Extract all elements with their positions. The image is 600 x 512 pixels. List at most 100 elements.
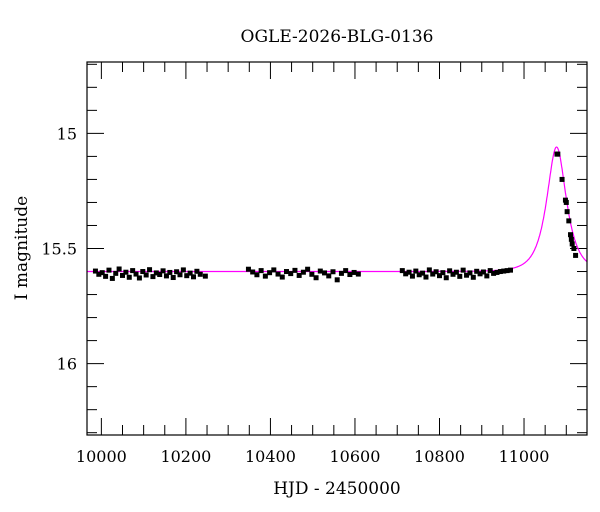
data-point xyxy=(507,267,513,273)
data-points xyxy=(92,151,579,283)
data-point xyxy=(245,266,251,272)
data-point xyxy=(254,272,260,278)
data-point xyxy=(347,272,353,278)
data-point xyxy=(283,269,289,275)
x-tick-label: 10400 xyxy=(245,447,296,466)
data-point xyxy=(573,252,579,258)
data-point xyxy=(103,273,109,279)
data-point xyxy=(453,269,459,275)
data-point xyxy=(202,273,208,279)
data-point xyxy=(197,271,203,277)
data-point xyxy=(420,270,426,276)
data-point xyxy=(187,270,193,276)
data-point xyxy=(157,272,163,278)
y-tick-label: 15 xyxy=(57,124,77,143)
data-point xyxy=(147,267,153,273)
data-point xyxy=(309,271,315,277)
data-point xyxy=(423,274,429,280)
data-point xyxy=(559,176,565,182)
data-point xyxy=(430,271,436,277)
data-point xyxy=(403,271,409,277)
data-point xyxy=(317,268,323,274)
model-curve-group xyxy=(87,146,588,273)
data-point xyxy=(447,268,453,274)
data-point xyxy=(477,271,483,277)
data-point xyxy=(140,269,146,275)
data-point xyxy=(106,267,112,273)
data-point xyxy=(292,267,298,273)
data-point xyxy=(267,270,273,276)
data-point xyxy=(409,273,415,279)
data-point xyxy=(136,275,142,281)
data-point xyxy=(433,269,439,275)
data-point xyxy=(555,151,561,157)
data-point xyxy=(143,272,149,278)
data-point xyxy=(96,271,102,277)
data-point xyxy=(288,271,294,277)
data-point xyxy=(184,273,190,279)
data-point xyxy=(501,268,507,274)
x-tick-label: 10800 xyxy=(414,447,465,466)
data-point xyxy=(177,272,183,278)
data-point xyxy=(440,270,446,276)
data-point xyxy=(275,271,281,277)
data-point xyxy=(413,268,419,274)
data-point xyxy=(194,268,200,274)
data-point xyxy=(296,272,302,278)
data-point xyxy=(258,268,264,274)
data-point xyxy=(92,268,98,274)
data-point xyxy=(426,267,432,273)
data-point xyxy=(470,274,476,280)
data-point xyxy=(569,241,575,247)
data-point xyxy=(271,267,277,273)
data-point xyxy=(120,272,126,278)
y-axis-label: I magnitude xyxy=(12,196,32,300)
data-point xyxy=(497,269,503,275)
data-point xyxy=(305,266,311,272)
data-point xyxy=(406,269,412,275)
axis-ticks: 10000 10200 10400 10600 10800 11000 15 15.5 16 xyxy=(41,62,587,466)
data-point xyxy=(126,274,132,280)
data-point xyxy=(443,275,449,281)
data-point xyxy=(487,268,493,274)
data-point xyxy=(322,270,328,276)
data-point xyxy=(150,274,156,280)
data-point xyxy=(113,270,119,276)
data-point xyxy=(566,218,572,224)
x-tick-label: 10000 xyxy=(76,447,127,466)
data-point xyxy=(568,236,574,242)
data-point xyxy=(460,267,466,273)
data-point xyxy=(563,199,569,205)
data-point xyxy=(163,273,169,279)
data-point xyxy=(564,209,570,215)
data-point xyxy=(450,271,456,277)
data-point xyxy=(326,273,332,279)
data-point xyxy=(191,274,197,280)
y-tick-label: 15.5 xyxy=(41,240,77,259)
data-point xyxy=(464,272,470,278)
x-tick-label: 10600 xyxy=(330,447,381,466)
data-point xyxy=(474,268,480,274)
data-point xyxy=(351,269,357,275)
data-point xyxy=(480,269,486,275)
chart-title: OGLE-2026-BLG-0136 xyxy=(241,27,434,47)
data-point xyxy=(494,269,500,275)
data-point xyxy=(457,273,463,279)
data-point xyxy=(180,267,186,273)
model-curve xyxy=(87,146,588,273)
data-point xyxy=(484,273,490,279)
data-point xyxy=(504,268,510,274)
y-tick-label: 16 xyxy=(57,355,77,374)
data-point xyxy=(167,269,173,275)
data-point xyxy=(334,277,340,283)
plot-frame xyxy=(86,61,588,436)
x-tick-label: 11000 xyxy=(499,447,550,466)
data-point xyxy=(355,271,361,277)
x-tick-label: 10200 xyxy=(160,447,211,466)
data-point xyxy=(130,268,136,274)
x-axis-label: HJD - 2450000 xyxy=(273,479,401,499)
data-point xyxy=(174,269,180,275)
data-point xyxy=(436,273,442,279)
data-point xyxy=(313,275,319,281)
